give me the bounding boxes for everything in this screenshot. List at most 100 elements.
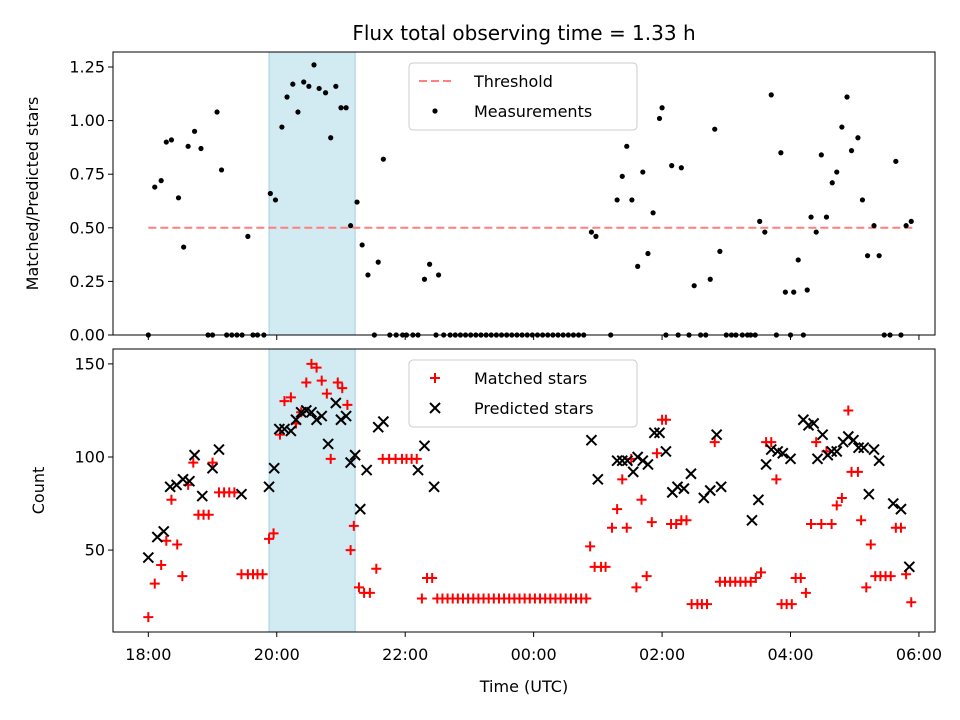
predicted-star-point bbox=[263, 481, 275, 493]
measurement-point bbox=[163, 139, 169, 145]
measurement-point bbox=[876, 253, 882, 259]
measurement-point bbox=[168, 137, 175, 143]
predicted-star-point bbox=[752, 494, 765, 506]
predicted-star-point bbox=[777, 447, 789, 459]
predicted-star-point bbox=[273, 423, 286, 435]
matched-star-point bbox=[311, 362, 322, 373]
matched-star-point bbox=[285, 392, 296, 403]
legend-predicted-marker bbox=[429, 402, 441, 414]
measurement-point bbox=[707, 276, 713, 282]
matched-star-point bbox=[786, 599, 797, 610]
y-tick-label: 0.50 bbox=[69, 218, 105, 237]
measurement-point bbox=[175, 195, 182, 201]
matched-star-point bbox=[166, 494, 177, 505]
y-tick-label: 0.25 bbox=[69, 272, 105, 291]
matched-star-point bbox=[321, 388, 332, 399]
matched-star-point bbox=[681, 515, 692, 526]
measurement-point bbox=[844, 94, 850, 100]
predicted-star-point bbox=[715, 481, 727, 493]
measurement-point bbox=[272, 197, 279, 203]
measurement-point bbox=[813, 229, 819, 235]
matched-star-point bbox=[671, 519, 682, 530]
legend-box bbox=[408, 359, 638, 428]
measurement-point bbox=[295, 109, 301, 115]
x-tick-label: 00:00 bbox=[511, 645, 557, 664]
measurement-point bbox=[181, 244, 187, 250]
measurement-point bbox=[593, 233, 599, 239]
y-tick-label: 0.00 bbox=[69, 326, 105, 345]
predicted-star-point bbox=[412, 464, 424, 476]
measurement-point bbox=[588, 229, 595, 235]
predicted-star-point bbox=[206, 462, 219, 474]
top-legend: Threshold Measurements bbox=[408, 62, 638, 131]
measurement-point bbox=[354, 199, 360, 205]
predicted-star-point bbox=[831, 445, 843, 458]
matched-star-point bbox=[606, 522, 617, 533]
predicted-star-point bbox=[627, 466, 639, 478]
measurement-point bbox=[629, 197, 635, 203]
matched-star-point bbox=[143, 612, 154, 623]
matched-star-point bbox=[268, 528, 279, 539]
legend-matched-marker bbox=[430, 373, 440, 383]
predicted-star-point bbox=[428, 481, 440, 493]
predicted-star-point bbox=[642, 458, 654, 471]
matched-star-point bbox=[750, 573, 761, 584]
measurement-point bbox=[691, 283, 697, 289]
matched-star-point bbox=[636, 494, 647, 505]
bottom-y-axis: 50 100 150 bbox=[74, 354, 113, 560]
predicted-star-point bbox=[611, 455, 623, 467]
measurement-point bbox=[782, 289, 788, 295]
matched-star-point bbox=[745, 576, 756, 587]
matched-star-point bbox=[348, 520, 359, 531]
predicted-star-point bbox=[418, 440, 431, 452]
measurement-point bbox=[893, 158, 899, 164]
predicted-star-point bbox=[746, 514, 758, 526]
matched-star-point bbox=[856, 515, 867, 526]
matched-star-point bbox=[895, 522, 906, 533]
measurement-point bbox=[214, 109, 220, 115]
predicted-star-point bbox=[592, 473, 604, 486]
measurement-point bbox=[322, 90, 329, 96]
predicted-star-point bbox=[340, 410, 352, 422]
predicted-star-point bbox=[188, 449, 201, 461]
measurement-point bbox=[635, 263, 641, 269]
measurement-point bbox=[855, 135, 861, 141]
measurement-point bbox=[712, 126, 718, 132]
predicted-star-point bbox=[852, 441, 865, 454]
predicted-star-point bbox=[660, 445, 672, 458]
measurement-point bbox=[717, 248, 723, 254]
predicted-star-point bbox=[873, 455, 885, 467]
y-tick-label: 100 bbox=[74, 447, 105, 466]
predicted-star-point bbox=[847, 434, 860, 446]
matched-star-point bbox=[617, 474, 628, 485]
matched-star-point bbox=[852, 466, 863, 477]
predicted-star-point bbox=[863, 488, 875, 500]
predicted-star-point bbox=[653, 427, 666, 439]
predicted-star-point bbox=[585, 434, 598, 446]
bottom-series bbox=[142, 358, 917, 623]
predicted-star-point bbox=[285, 425, 297, 437]
measurement-point bbox=[659, 105, 665, 111]
predicted-star-point bbox=[177, 473, 189, 486]
predicted-star-point bbox=[765, 443, 777, 456]
matched-star-point bbox=[581, 593, 592, 604]
predicted-star-point bbox=[616, 455, 628, 467]
predicted-star-point bbox=[858, 441, 870, 454]
matched-star-point bbox=[826, 519, 837, 530]
measurement-point bbox=[650, 210, 656, 216]
measurement-point bbox=[426, 261, 433, 267]
top-panel: 0.00 0.25 0.50 0.75 1.00 1.25 Flux total obse… bbox=[23, 21, 936, 345]
measurement-point bbox=[834, 169, 840, 175]
predicted-star-point bbox=[811, 453, 824, 465]
matched-star-point bbox=[816, 519, 827, 530]
measurement-point bbox=[829, 180, 835, 186]
predicted-star-point bbox=[142, 551, 155, 564]
measurement-point bbox=[795, 257, 801, 263]
bottom-x-ticks: 18:00 20:00 22:00 00:00 02:00 04:00 06:00 bbox=[125, 632, 942, 664]
y-tick-label: 150 bbox=[74, 354, 105, 373]
predicted-star-point bbox=[704, 484, 716, 497]
predicted-star-point bbox=[807, 417, 820, 430]
x-tick-label: 20:00 bbox=[254, 645, 300, 664]
measurement-point bbox=[191, 128, 198, 134]
x-tick-label: 06:00 bbox=[896, 645, 942, 664]
